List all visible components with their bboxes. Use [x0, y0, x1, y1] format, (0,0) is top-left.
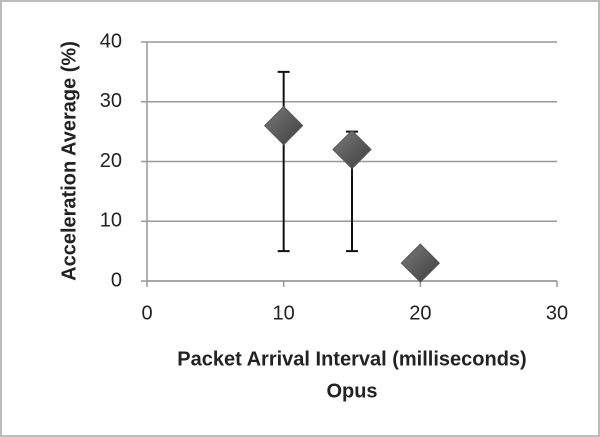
x-axis-title: Packet Arrival Interval (milliseconds): [177, 348, 526, 370]
marker: [400, 243, 441, 283]
y-tick-label: 10: [100, 210, 122, 232]
y-tick-label: 30: [100, 90, 122, 112]
x-tick-label: 0: [141, 302, 152, 324]
y-tick-label: 40: [100, 30, 122, 52]
x-axis-title: Opus: [326, 380, 377, 402]
marker: [263, 105, 304, 146]
marker: [332, 129, 372, 170]
y-axis-title: Acceleration Average (%): [58, 41, 80, 281]
y-tick-label: 0: [111, 269, 122, 291]
x-tick-label: 30: [546, 302, 568, 324]
x-tick-label: 10: [273, 302, 295, 324]
x-tick-label: 20: [409, 302, 431, 324]
y-tick-label: 20: [100, 150, 122, 172]
